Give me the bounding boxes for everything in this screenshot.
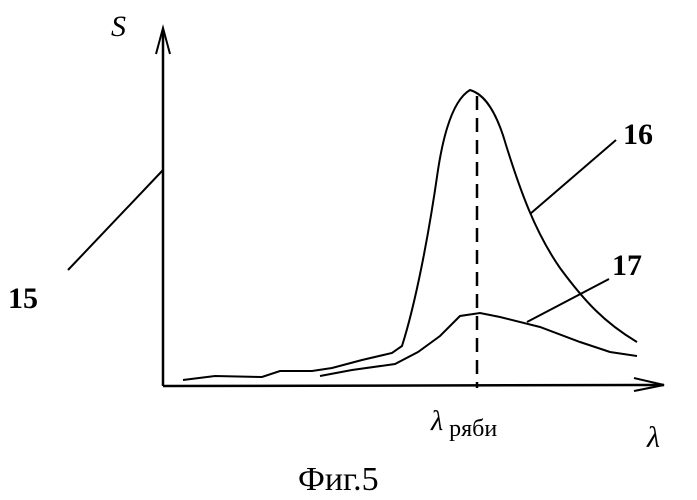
peak-marker-subscript: ряби — [449, 416, 497, 442]
leader-line-15 — [68, 170, 163, 270]
figure-caption: Фиг.5 — [298, 461, 379, 498]
callout-17: 17 — [612, 249, 642, 282]
callout-16: 16 — [623, 118, 653, 151]
peak-marker-label: λряби — [430, 406, 497, 442]
peak-marker-symbol: λ — [430, 406, 443, 437]
curve-16 — [183, 90, 637, 380]
callout-15: 15 — [8, 282, 38, 315]
leader-line-17 — [527, 279, 609, 322]
leader-line-16 — [530, 140, 616, 214]
y-axis-label: S — [111, 10, 126, 43]
curve-17 — [320, 313, 637, 376]
x-axis-label: λ — [646, 421, 660, 454]
x-axis-line — [163, 385, 664, 386]
